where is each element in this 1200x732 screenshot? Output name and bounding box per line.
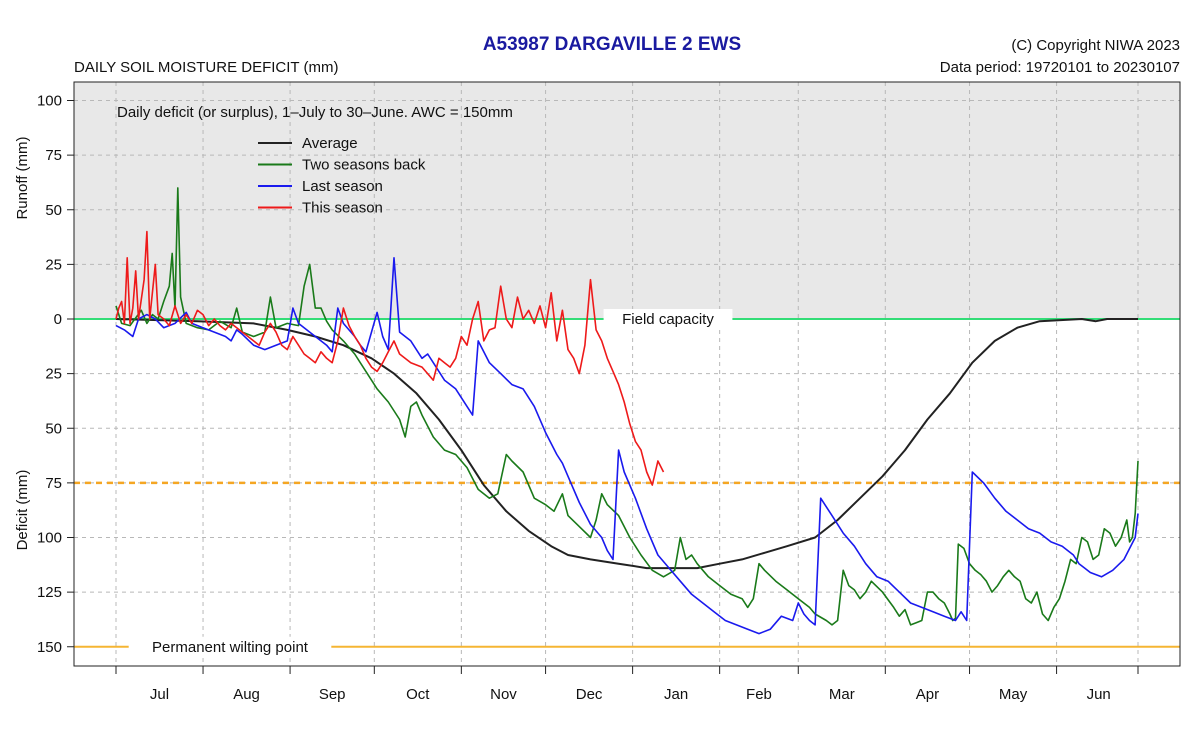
reference-label-bg <box>603 309 733 329</box>
x-tick-label: Mar <box>829 686 855 703</box>
reference-label-bg <box>128 636 332 657</box>
data-period-text: Data period: 19720101 to 20230107 <box>940 59 1180 76</box>
y-tick-label: 25 <box>45 256 62 273</box>
y-tick-label: 75 <box>45 147 62 164</box>
reference-label: Field capacity <box>622 311 714 328</box>
series-line <box>115 257 1139 635</box>
chart-note: Daily deficit (or surplus), 1–July to 30… <box>117 104 513 121</box>
x-tick-label: Dec <box>576 686 603 703</box>
y-tick-label: 0 <box>54 311 62 328</box>
chart-label: DAILY SOIL MOISTURE DEFICIT (mm) <box>74 59 338 76</box>
y-tick-label: 25 <box>45 366 62 383</box>
series-line <box>115 230 665 486</box>
x-tick-label: Feb <box>746 686 772 703</box>
y-axis-label-deficit: Deficit (mm) <box>14 470 31 551</box>
runoff-region <box>74 82 1180 319</box>
legend-entry: Average <box>302 135 358 152</box>
series-line <box>115 318 1138 570</box>
legend-entry: Last season <box>302 178 383 195</box>
y-tick-label: 50 <box>45 420 62 437</box>
y-tick-label: 100 <box>37 93 62 110</box>
legend-entry: Two seasons back <box>302 157 426 174</box>
x-tick-label: Jul <box>150 686 169 703</box>
legend-entry: This season <box>302 200 383 217</box>
x-axis-ticks: Jul Aug Sep Oct Nov Dec Jan Feb Mar Apr May Jun <box>115 666 1139 703</box>
x-tick-label: Apr <box>916 686 939 703</box>
y-tick-label: 100 <box>37 530 62 547</box>
x-tick-label: Sep <box>319 686 346 703</box>
x-tick-label: Jan <box>664 686 688 703</box>
x-tick-label: Oct <box>406 686 430 703</box>
y-tick-label: 50 <box>45 202 62 219</box>
y-tick-label: 75 <box>45 475 62 492</box>
copyright-text: (C) Copyright NIWA 2023 <box>1011 37 1180 54</box>
reference-label: Permanent wilting point <box>152 639 309 656</box>
chart-title: A53987 DARGAVILLE 2 EWS <box>483 34 741 55</box>
series-line <box>115 187 1139 626</box>
y-axis-label-runoff: Runoff (mm) <box>14 136 31 219</box>
x-tick-label: Aug <box>233 686 260 703</box>
x-tick-label: Nov <box>490 686 517 703</box>
y-axis-ticks: 100 75 50 25 0 25 50 75 100 125 150 <box>37 93 74 656</box>
reference-lines <box>74 318 1180 648</box>
series-group <box>115 187 1139 635</box>
x-tick-label: Jun <box>1087 686 1111 703</box>
x-tick-label: May <box>999 686 1028 703</box>
y-tick-label: 150 <box>37 639 62 656</box>
reference-labels: Field capacity Permanent wilting point <box>128 309 733 657</box>
legend: Average Two seasons back Last season This s… <box>258 135 426 217</box>
y-tick-label: 125 <box>37 584 62 601</box>
